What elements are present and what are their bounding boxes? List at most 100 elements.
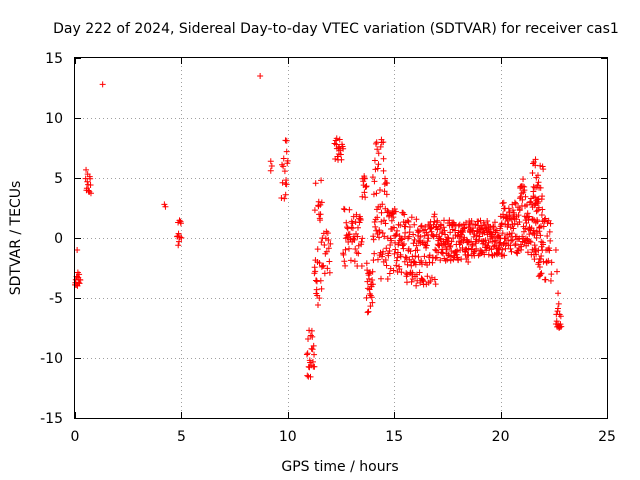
data-point (546, 228, 553, 235)
data-point (406, 224, 413, 231)
data-point (523, 201, 530, 208)
data-point (526, 231, 533, 238)
data-point (343, 219, 350, 226)
data-point (515, 247, 522, 254)
data-point (175, 230, 182, 237)
data-point (178, 234, 185, 241)
data-point (371, 157, 378, 164)
data-point (532, 219, 539, 226)
data-point (556, 325, 563, 331)
data-point (393, 257, 400, 264)
data-point (369, 281, 376, 288)
data-point (162, 203, 169, 210)
data-point (423, 242, 430, 249)
data-point (477, 217, 484, 224)
data-point (282, 181, 289, 187)
data-point (495, 250, 502, 257)
data-point (321, 242, 328, 249)
data-point (363, 183, 370, 190)
data-point (515, 212, 522, 219)
data-point (359, 193, 366, 200)
data-point (399, 242, 406, 249)
data-point (395, 240, 402, 247)
data-point (516, 206, 523, 213)
data-point (413, 282, 420, 289)
data-point (506, 209, 513, 216)
data-point (373, 227, 380, 234)
data-point (353, 211, 360, 218)
data-point (413, 242, 420, 249)
data-point (363, 294, 370, 301)
data-point (533, 251, 540, 258)
data-point (522, 225, 529, 232)
data-point (441, 217, 448, 224)
data-point (99, 81, 106, 88)
data-point (555, 300, 562, 307)
data-point (458, 256, 465, 263)
data-point (401, 211, 408, 218)
data-point (304, 372, 311, 379)
data-point (314, 246, 321, 253)
data-point (465, 251, 472, 258)
data-point (410, 240, 417, 247)
data-point (485, 239, 492, 246)
data-point (539, 193, 546, 200)
data-point (540, 166, 547, 173)
data-point (394, 227, 401, 234)
data-point (436, 235, 443, 242)
data-point (376, 187, 383, 194)
data-point (512, 241, 519, 248)
data-point (346, 231, 353, 238)
data-point (511, 199, 518, 206)
data-point (280, 155, 287, 162)
data-point (281, 168, 288, 175)
data-point (408, 214, 415, 221)
data-point (320, 262, 327, 269)
data-point (392, 232, 399, 239)
data-point (278, 161, 285, 168)
data-point (325, 236, 332, 243)
data-point (522, 193, 529, 200)
data-point (431, 276, 438, 283)
data-point (508, 230, 515, 237)
data-point (77, 276, 84, 283)
data-point (478, 250, 485, 257)
data-point (373, 190, 380, 197)
data-point (484, 218, 491, 225)
data-point (327, 240, 334, 247)
data-point (380, 155, 387, 162)
data-point (338, 156, 345, 163)
y-tick-label: -15 (40, 411, 63, 427)
data-point (521, 187, 528, 194)
data-point (383, 262, 390, 269)
data-point (415, 229, 422, 236)
data-point (483, 247, 490, 254)
data-point (387, 241, 394, 248)
data-point (376, 228, 383, 235)
data-point (369, 276, 376, 283)
data-point (421, 253, 428, 260)
data-point (411, 236, 418, 243)
data-point (353, 249, 360, 256)
data-point (535, 179, 542, 186)
data-point (352, 246, 359, 253)
data-point (391, 250, 398, 257)
data-point (436, 225, 443, 232)
data-point (87, 175, 94, 182)
data-point (267, 158, 274, 165)
data-point (491, 219, 498, 226)
data-point (525, 217, 532, 224)
data-point (282, 191, 289, 198)
data-point (447, 229, 454, 236)
data-point (493, 238, 500, 245)
data-point (284, 157, 291, 164)
data-point (394, 254, 401, 261)
data-point (362, 194, 369, 201)
data-point (554, 305, 561, 312)
data-point (461, 224, 468, 231)
data-point (317, 217, 324, 224)
data-point (419, 277, 426, 284)
data-point (410, 231, 417, 238)
data-point (475, 237, 482, 244)
